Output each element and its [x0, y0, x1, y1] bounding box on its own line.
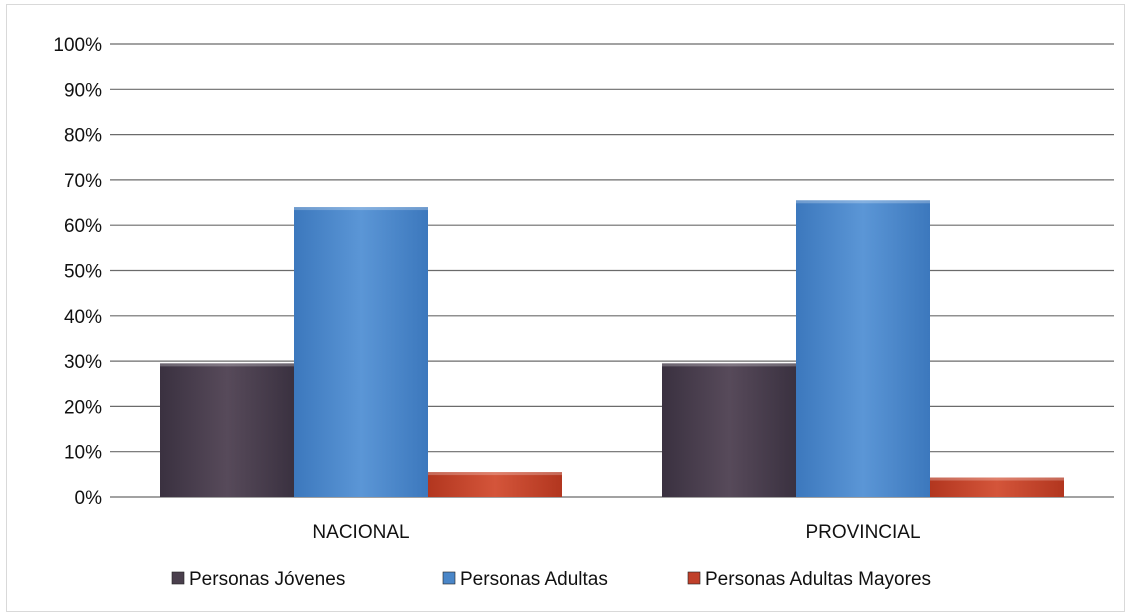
legend-label: Personas Adultas Mayores — [705, 569, 931, 590]
y-tick-label: 40% — [64, 307, 102, 328]
y-tick-label: 60% — [64, 216, 102, 237]
bars — [160, 200, 1064, 497]
y-tick-label: 10% — [64, 443, 102, 464]
legend-swatch — [171, 571, 185, 585]
bar-nacional-series-1 — [294, 207, 428, 497]
y-tick-label: 70% — [64, 171, 102, 192]
legend-swatch — [687, 571, 701, 585]
bar-top-highlight — [428, 472, 562, 476]
legend-label: Personas Adultas — [460, 569, 608, 590]
y-tick-label: 50% — [64, 262, 102, 283]
legend-label: Personas Jóvenes — [189, 569, 345, 590]
y-tick-label: 100% — [53, 35, 102, 56]
bar-provincial-series-2 — [930, 477, 1064, 497]
y-tick-label: 90% — [64, 80, 102, 101]
bar-top-highlight — [160, 363, 294, 367]
bar-top-highlight — [662, 363, 796, 367]
bar-nacional-series-0 — [160, 363, 294, 497]
x-category-label: PROVINCIAL — [805, 522, 920, 543]
x-axis-categories: NACIONAL PROVINCIAL — [312, 522, 920, 543]
chart-frame: 0% 10% 20% 30% 40% 50% 60% 70% 80% 90% 100% NACION… — [6, 4, 1125, 612]
bar-nacional-series-2 — [428, 472, 562, 497]
y-axis-ticks: 0% 10% 20% 30% 40% 50% 60% 70% 80% 90% 100% — [53, 35, 102, 509]
bar-chart: 0% 10% 20% 30% 40% 50% 60% 70% 80% 90% 100% NACION… — [53, 35, 1114, 590]
bar-provincial-series-1 — [796, 200, 930, 497]
bar-provincial-series-0 — [662, 363, 796, 497]
x-category-label: NACIONAL — [312, 522, 409, 543]
y-tick-label: 0% — [75, 488, 103, 509]
y-tick-label: 30% — [64, 352, 102, 373]
y-tick-label: 80% — [64, 126, 102, 147]
legend: Personas Jóvenes Personas Adultas Personas… — [171, 569, 931, 590]
bar-top-highlight — [930, 477, 1064, 481]
bar-top-highlight — [796, 200, 930, 204]
legend-swatch — [442, 571, 456, 585]
bar-top-highlight — [294, 207, 428, 211]
y-tick-label: 20% — [64, 397, 102, 418]
